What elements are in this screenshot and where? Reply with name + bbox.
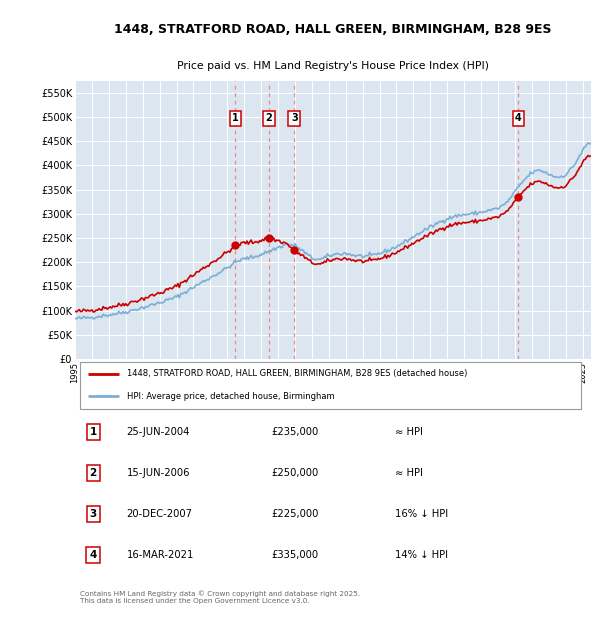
Text: 2: 2 <box>265 113 272 123</box>
Text: 3: 3 <box>89 509 97 519</box>
Text: 20-DEC-2007: 20-DEC-2007 <box>127 509 193 519</box>
Text: £335,000: £335,000 <box>271 550 318 560</box>
Text: ≈ HPI: ≈ HPI <box>395 427 423 436</box>
Text: 14% ↓ HPI: 14% ↓ HPI <box>395 550 448 560</box>
Text: 15-JUN-2006: 15-JUN-2006 <box>127 467 190 478</box>
Text: £235,000: £235,000 <box>271 427 319 436</box>
Text: £225,000: £225,000 <box>271 509 319 519</box>
Text: 4: 4 <box>89 550 97 560</box>
Text: 1448, STRATFORD ROAD, HALL GREEN, BIRMINGHAM, B28 9ES: 1448, STRATFORD ROAD, HALL GREEN, BIRMIN… <box>114 24 552 37</box>
Text: 1: 1 <box>89 427 97 436</box>
Text: 2: 2 <box>89 467 97 478</box>
Text: 1448, STRATFORD ROAD, HALL GREEN, BIRMINGHAM, B28 9ES (detached house): 1448, STRATFORD ROAD, HALL GREEN, BIRMIN… <box>127 370 467 378</box>
Text: HPI: Average price, detached house, Birmingham: HPI: Average price, detached house, Birm… <box>127 392 334 401</box>
Text: 3: 3 <box>291 113 298 123</box>
Text: 16% ↓ HPI: 16% ↓ HPI <box>395 509 448 519</box>
Text: £250,000: £250,000 <box>271 467 319 478</box>
Text: Price paid vs. HM Land Registry's House Price Index (HPI): Price paid vs. HM Land Registry's House … <box>177 61 489 71</box>
Text: 25-JUN-2004: 25-JUN-2004 <box>127 427 190 436</box>
Text: 4: 4 <box>515 113 521 123</box>
Text: Contains HM Land Registry data © Crown copyright and database right 2025.
This d: Contains HM Land Registry data © Crown c… <box>80 590 360 604</box>
FancyBboxPatch shape <box>80 362 581 409</box>
Text: 16-MAR-2021: 16-MAR-2021 <box>127 550 194 560</box>
Text: ≈ HPI: ≈ HPI <box>395 467 423 478</box>
Text: 1: 1 <box>232 113 239 123</box>
